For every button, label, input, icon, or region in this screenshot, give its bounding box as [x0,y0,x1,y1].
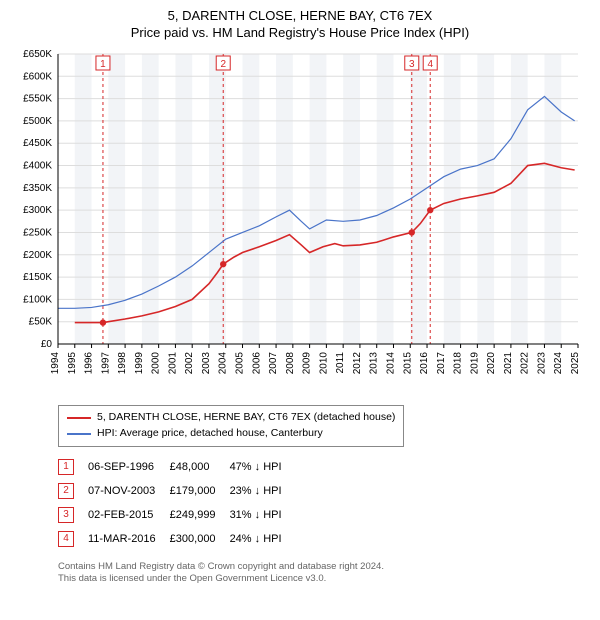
legend-label: 5, DARENTH CLOSE, HERNE BAY, CT6 7EX (de… [97,410,395,426]
svg-text:2020: 2020 [486,352,497,375]
chart-area: £0 £50K £100K £150K £200K £250K £300K £350K £400… [0,44,600,399]
svg-text:1: 1 [100,59,106,70]
svg-text:£550K: £550K [23,94,52,105]
svg-text:2013: 2013 [369,352,380,375]
svg-text:2022: 2022 [520,352,531,375]
event-marker: 3 [58,507,74,523]
svg-text:£50K: £50K [29,317,53,328]
svg-text:2005: 2005 [235,352,246,375]
footnote-line: Contains HM Land Registry data © Crown c… [58,561,600,573]
svg-text:2001: 2001 [167,352,178,375]
footnote: Contains HM Land Registry data © Crown c… [58,561,600,586]
svg-text:2015: 2015 [402,352,413,375]
title-line2: Price paid vs. HM Land Registry's House … [0,25,600,40]
svg-text:£400K: £400K [23,161,52,172]
legend-item: 5, DARENTH CLOSE, HERNE BAY, CT6 7EX (de… [67,410,395,426]
svg-text:2000: 2000 [151,352,162,375]
legend-item: HPI: Average price, detached house, Cant… [67,426,395,442]
event-delta: 47% ↓ HPI [230,455,296,479]
legend-label: HPI: Average price, detached house, Cant… [97,426,323,442]
event-date: 11-MAR-2016 [88,527,170,551]
report-container: 5, DARENTH CLOSE, HERNE BAY, CT6 7EX Pri… [0,0,600,585]
svg-text:4: 4 [427,59,433,70]
svg-text:2014: 2014 [385,352,396,375]
sale-events-table: 1 06-SEP-1996£48,00047% ↓ HPI 2 07-NOV-2003… [58,455,296,551]
svg-text:£450K: £450K [23,138,52,149]
event-date: 02-FEB-2015 [88,503,170,527]
svg-text:2009: 2009 [302,352,313,375]
svg-text:1999: 1999 [134,352,145,375]
svg-text:£600K: £600K [23,71,52,82]
event-delta: 24% ↓ HPI [230,527,296,551]
svg-text:£650K: £650K [23,49,52,60]
sale-event-row: 1 06-SEP-1996£48,00047% ↓ HPI [58,455,296,479]
event-marker: 4 [58,531,74,547]
sale-event-row: 2 07-NOV-2003£179,00023% ↓ HPI [58,479,296,503]
svg-text:2025: 2025 [570,352,581,375]
svg-text:1997: 1997 [100,352,111,375]
svg-text:£250K: £250K [23,227,52,238]
svg-text:£500K: £500K [23,116,52,127]
svg-text:2004: 2004 [218,352,229,375]
sale-event-row: 4 11-MAR-2016£300,00024% ↓ HPI [58,527,296,551]
svg-text:1994: 1994 [50,352,61,375]
event-price: £48,000 [170,455,230,479]
legend-swatch [67,417,91,419]
event-marker: 1 [58,459,74,475]
svg-text:2016: 2016 [419,352,430,375]
event-marker: 2 [58,483,74,499]
svg-text:2006: 2006 [251,352,262,375]
svg-text:2010: 2010 [318,352,329,375]
event-date: 07-NOV-2003 [88,479,170,503]
svg-text:£100K: £100K [23,294,52,305]
svg-text:2023: 2023 [536,352,547,375]
price-chart: £0 £50K £100K £150K £200K £250K £300K £350K £400… [0,44,590,394]
event-price: £179,000 [170,479,230,503]
legend-swatch [67,433,91,435]
event-date: 06-SEP-1996 [88,455,170,479]
svg-text:2018: 2018 [453,352,464,375]
event-delta: 23% ↓ HPI [230,479,296,503]
sale-event-row: 3 02-FEB-2015£249,99931% ↓ HPI [58,503,296,527]
event-price: £249,999 [170,503,230,527]
svg-text:£0: £0 [41,339,53,350]
svg-text:1998: 1998 [117,352,128,375]
svg-text:2017: 2017 [436,352,447,375]
legend: 5, DARENTH CLOSE, HERNE BAY, CT6 7EX (de… [58,405,404,447]
svg-text:2008: 2008 [285,352,296,375]
svg-text:2011: 2011 [335,352,346,374]
svg-text:3: 3 [409,59,415,70]
footnote-line: This data is licensed under the Open Gov… [58,573,600,585]
svg-text:1995: 1995 [67,352,78,375]
svg-text:2024: 2024 [553,352,564,375]
svg-text:2003: 2003 [201,352,212,375]
svg-text:2002: 2002 [184,352,195,375]
event-delta: 31% ↓ HPI [230,503,296,527]
svg-text:1996: 1996 [84,352,95,375]
svg-text:2007: 2007 [268,352,279,375]
svg-text:£350K: £350K [23,183,52,194]
svg-text:2019: 2019 [469,352,480,375]
event-price: £300,000 [170,527,230,551]
svg-text:£150K: £150K [23,272,52,283]
svg-text:£300K: £300K [23,205,52,216]
svg-text:2021: 2021 [503,352,514,375]
title-line1: 5, DARENTH CLOSE, HERNE BAY, CT6 7EX [0,8,600,23]
svg-text:£200K: £200K [23,250,52,261]
svg-text:2012: 2012 [352,352,363,375]
svg-text:2: 2 [220,59,226,70]
